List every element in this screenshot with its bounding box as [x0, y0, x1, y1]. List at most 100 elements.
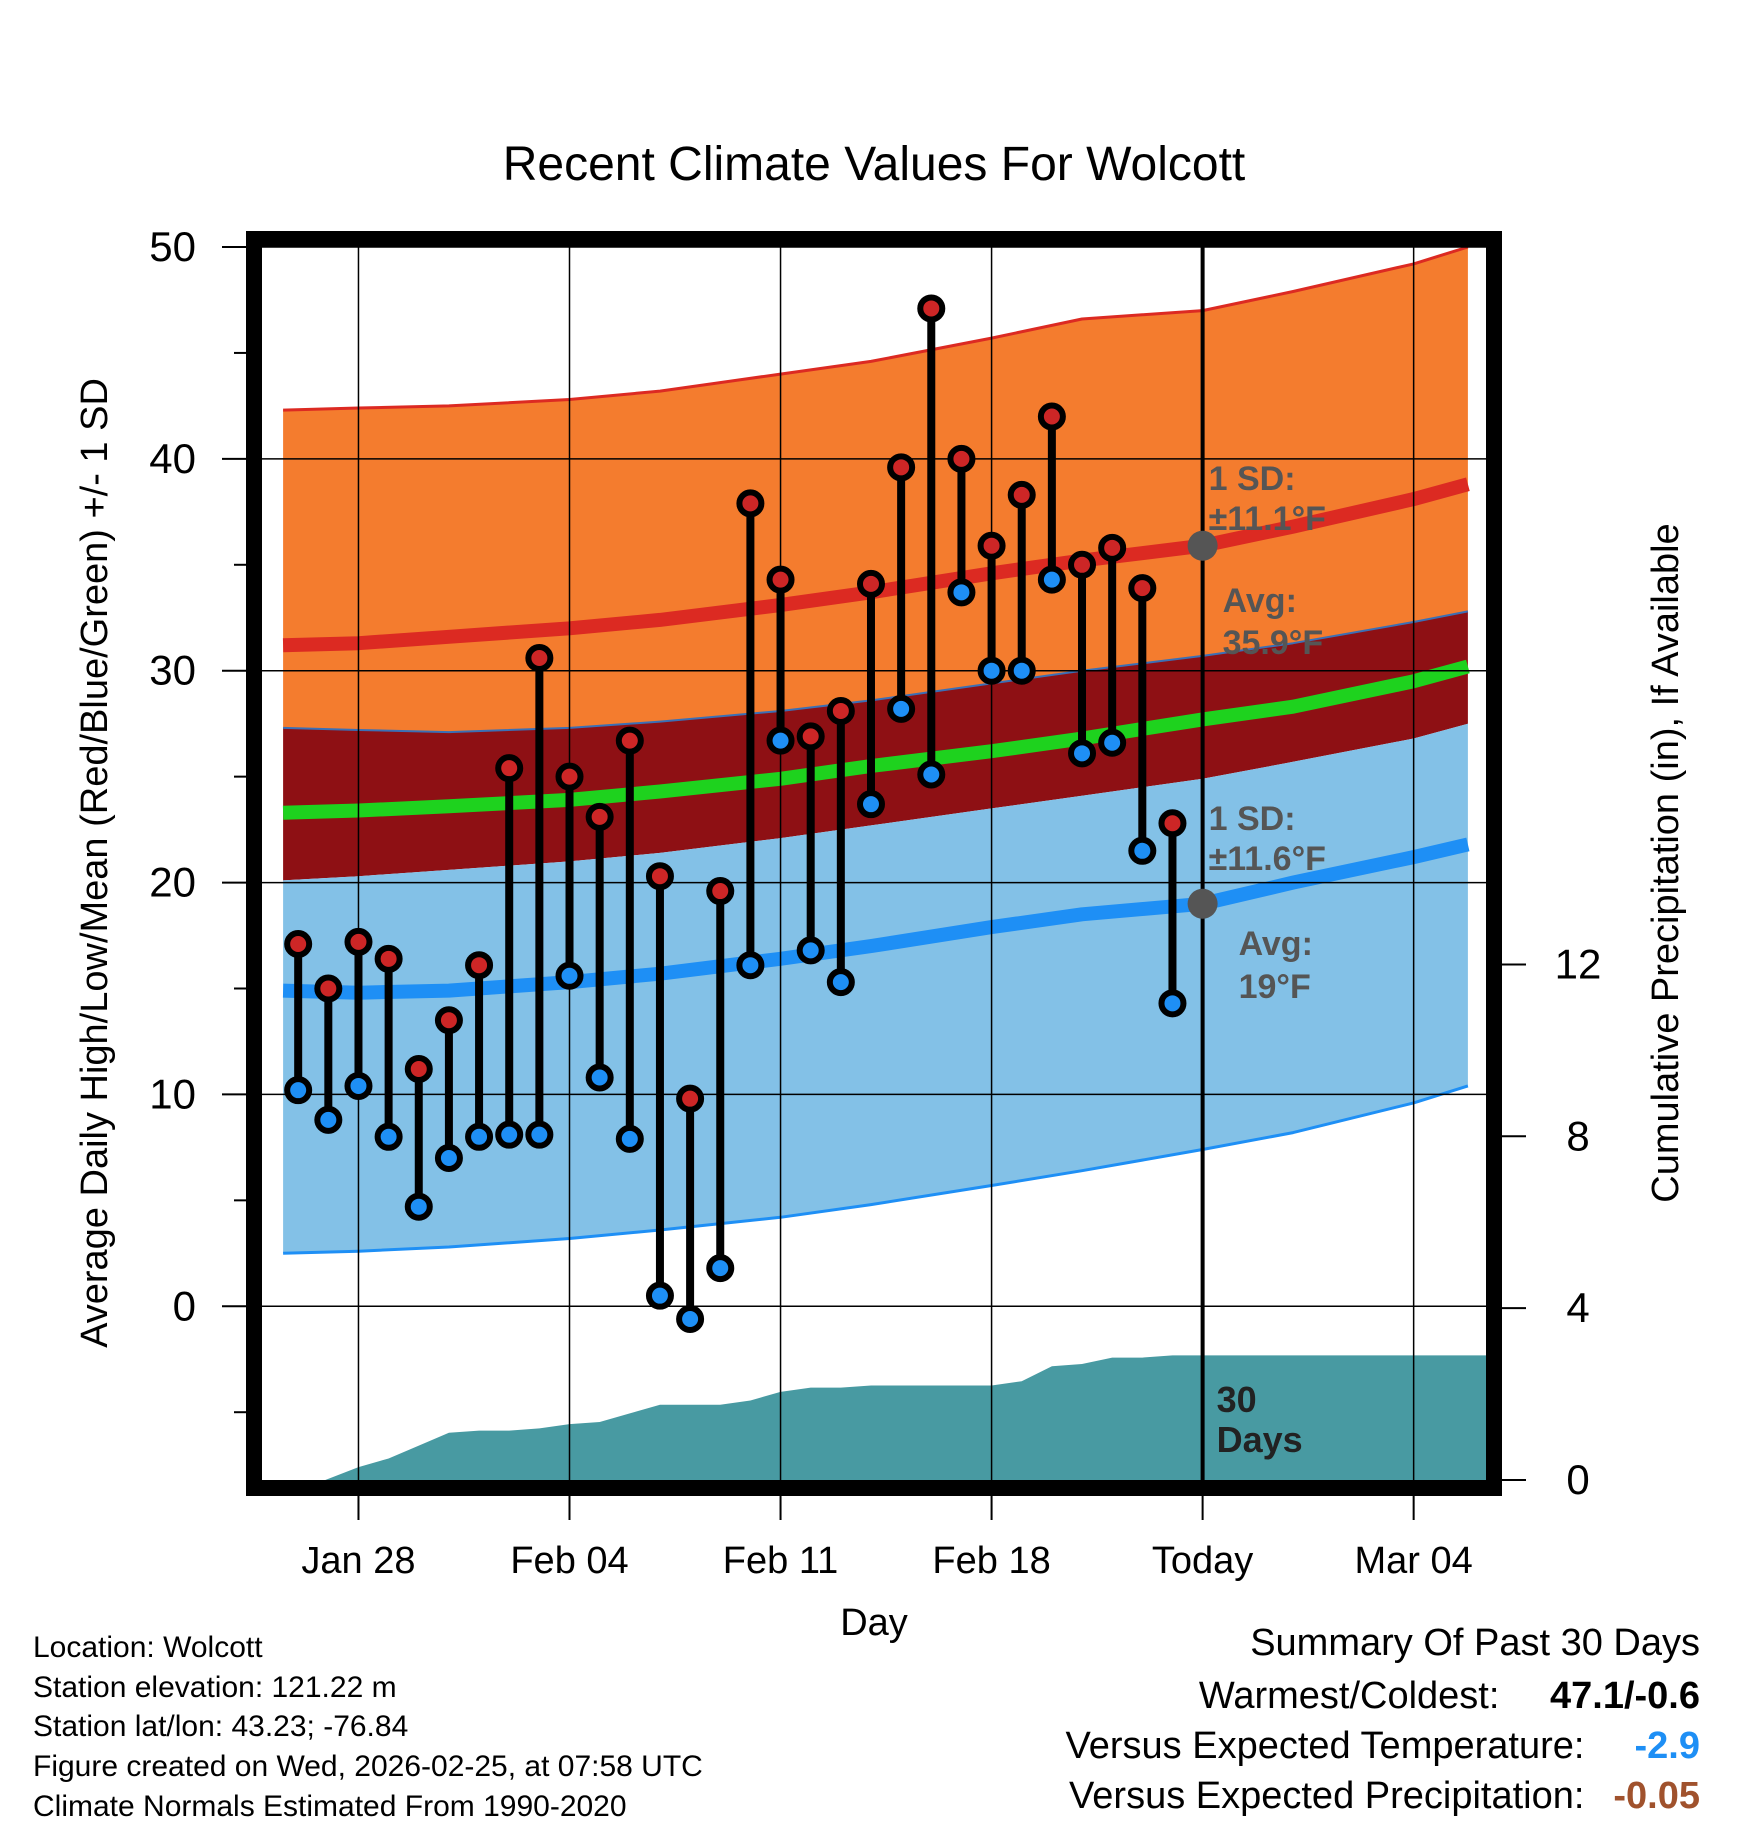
summary-warm-cold: Warmest/Coldest: 47.1/-0.6 [1199, 1675, 1700, 1718]
daily-high-point [917, 294, 946, 323]
x-tick-label: Jan 28 [301, 1540, 415, 1582]
daily-high-point [645, 862, 674, 891]
info-normals: Climate Normals Estimated From 1990-2020 [33, 1790, 627, 1823]
daily-low-point [495, 1120, 524, 1149]
daily-high-point [766, 565, 795, 594]
daily-low-point [977, 656, 1006, 685]
annotation-high-avg-title: Avg: [1223, 582, 1297, 620]
y2-axis-title: Cumulative Precipitation (in), If Availa… [1645, 523, 1687, 1202]
plot-frame [246, 231, 1502, 1496]
annotation-low-avg-value: 19°F [1239, 968, 1311, 1006]
daily-low-point [525, 1120, 554, 1149]
daily-high-point [1068, 550, 1097, 579]
daily-low-point [736, 951, 765, 980]
daily-low-point [856, 790, 885, 819]
daily-low-point [284, 1076, 313, 1105]
daily-low-point [1037, 565, 1066, 594]
daily-high-point [495, 754, 524, 783]
summary-temp: Versus Expected Temperature: -2.9 [1066, 1725, 1700, 1768]
daily-high-point [555, 762, 584, 791]
y-tick-label: 50 [149, 223, 196, 270]
daily-low-point [766, 726, 795, 755]
daily-low-point [465, 1122, 494, 1151]
daily-high-point [1037, 402, 1066, 431]
daily-low-point [615, 1124, 644, 1153]
summary-precip-label: Versus Expected Precipitation: [1069, 1775, 1585, 1817]
annotation-low-sd-title: 1 SD: [1209, 800, 1296, 838]
daily-low-point [1068, 739, 1097, 768]
daily-low-point [887, 694, 916, 723]
daily-low-point [1007, 656, 1036, 685]
low-sd-band-upper [283, 723, 1468, 993]
daily-low-point [1128, 836, 1157, 865]
summary-temp-label: Versus Expected Temperature: [1065, 1725, 1585, 1767]
daily-low-point [645, 1281, 674, 1310]
daily-high-point [615, 726, 644, 755]
summary-precip-value: -0.05 [1613, 1775, 1700, 1817]
daily-low-point [796, 936, 825, 965]
avg-low-marker [1187, 888, 1218, 919]
daily-high-point [404, 1055, 433, 1083]
cumulative-precip-area [295, 1355, 1487, 1480]
summary-warm-cold-value: 47.1/-0.6 [1550, 1675, 1700, 1717]
daily-low-point [555, 961, 584, 990]
daily-low-point [1158, 989, 1187, 1018]
chart-title: Recent Climate Values For Wolcott [503, 138, 1246, 191]
daily-high-point [314, 974, 343, 1003]
daily-low-point [706, 1254, 735, 1283]
annotation-high-sd-title: 1 SD: [1209, 460, 1296, 498]
summary-warm-cold-label: Warmest/Coldest: [1198, 1675, 1500, 1717]
daily-high-point [676, 1084, 705, 1113]
daily-high-point [284, 930, 313, 959]
daily-low-point [344, 1071, 373, 1100]
high-sd-upper-line [283, 245, 1469, 412]
today-days-word: Days [1217, 1419, 1303, 1460]
info-latlon: Station lat/lon: 43.23; -76.84 [33, 1710, 409, 1743]
daily-high-point [374, 944, 403, 973]
daily-high-point [856, 569, 885, 598]
daily-high-point [1098, 533, 1127, 562]
daily-low-point [917, 760, 946, 789]
y2-tick-label: 0 [1566, 1456, 1589, 1503]
y-tick-label: 40 [149, 435, 196, 482]
today-days-count: 30 [1217, 1379, 1257, 1420]
y-tick-label: 0 [173, 1282, 196, 1329]
x-tick-label: Feb 11 [723, 1540, 838, 1582]
daily-low-point [374, 1122, 403, 1151]
y2-tick-label: 8 [1566, 1112, 1589, 1159]
daily-high-point [887, 453, 916, 482]
y-axis-title: Average Daily High/Low/Mean (Red/Blue/Gr… [74, 378, 116, 1348]
daily-high-point [434, 1006, 463, 1035]
daily-high-point [465, 951, 494, 980]
y-tick-label: 10 [149, 1070, 196, 1117]
summary-title: Summary Of Past 30 Days [1250, 1622, 1700, 1664]
daily-low-point [434, 1143, 463, 1172]
daily-high-point [947, 444, 976, 473]
daily-high-point [736, 489, 765, 518]
daily-low-point [1098, 728, 1127, 757]
x-axis-title: Day [840, 1602, 908, 1644]
daily-low-point [947, 578, 976, 607]
daily-high-point [585, 802, 614, 831]
x-tick-label: Feb 18 [932, 1540, 1050, 1582]
x-tick-label: Mar 04 [1355, 1540, 1473, 1582]
summary-precip: Versus Expected Precipitation: -0.05 [1069, 1775, 1700, 1818]
y-tick-label: 30 [149, 647, 196, 694]
annotation-low-avg-title: Avg: [1239, 925, 1313, 963]
low-sd-lower-line [283, 1084, 1469, 1255]
annotation-high-avg-value: 35.9°F [1223, 624, 1324, 662]
daily-high-point [977, 531, 1006, 560]
daily-high-point [796, 722, 825, 751]
daily-low-point [585, 1063, 614, 1092]
daily-low-point [676, 1304, 705, 1333]
mean-band [283, 611, 1468, 881]
daily-high-point [525, 644, 554, 672]
daily-high-point [344, 927, 373, 956]
daily-low-point [314, 1105, 343, 1134]
info-elevation: Station elevation: 121.22 m [33, 1671, 397, 1704]
x-tick-label: Feb 04 [510, 1540, 628, 1582]
y-tick-label: 20 [149, 859, 196, 906]
daily-low-point [826, 968, 855, 997]
